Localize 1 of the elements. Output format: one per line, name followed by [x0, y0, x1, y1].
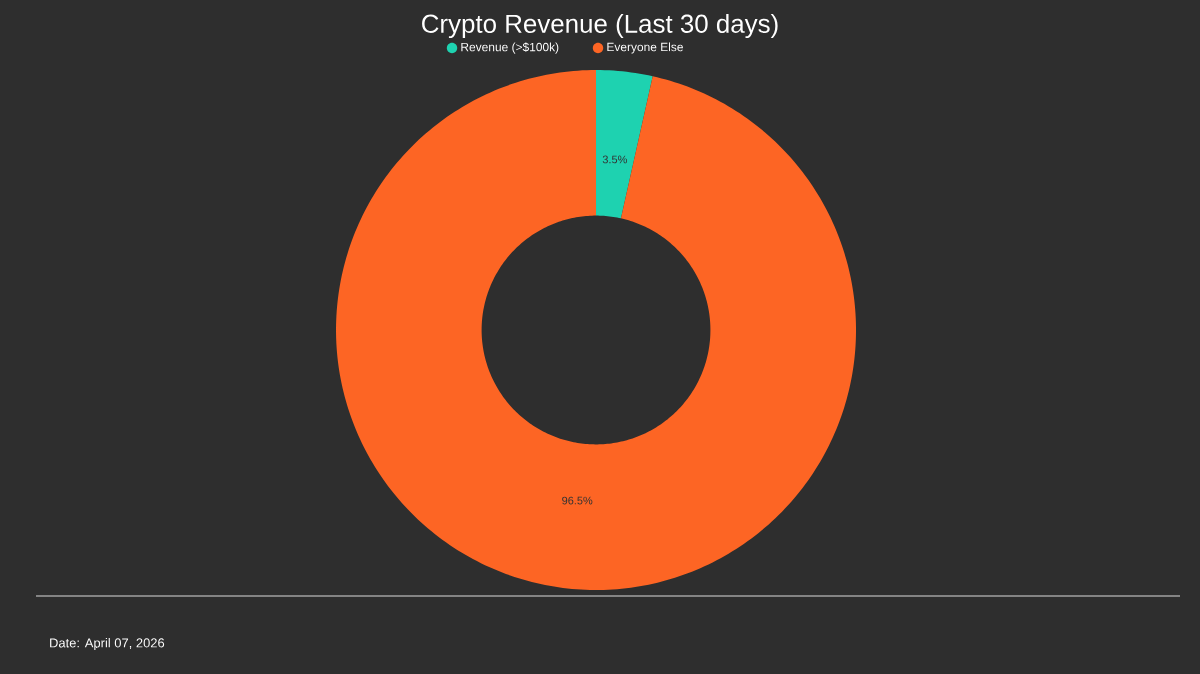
chart-title: Crypto Revenue (Last 30 days): [422, 13, 778, 39]
